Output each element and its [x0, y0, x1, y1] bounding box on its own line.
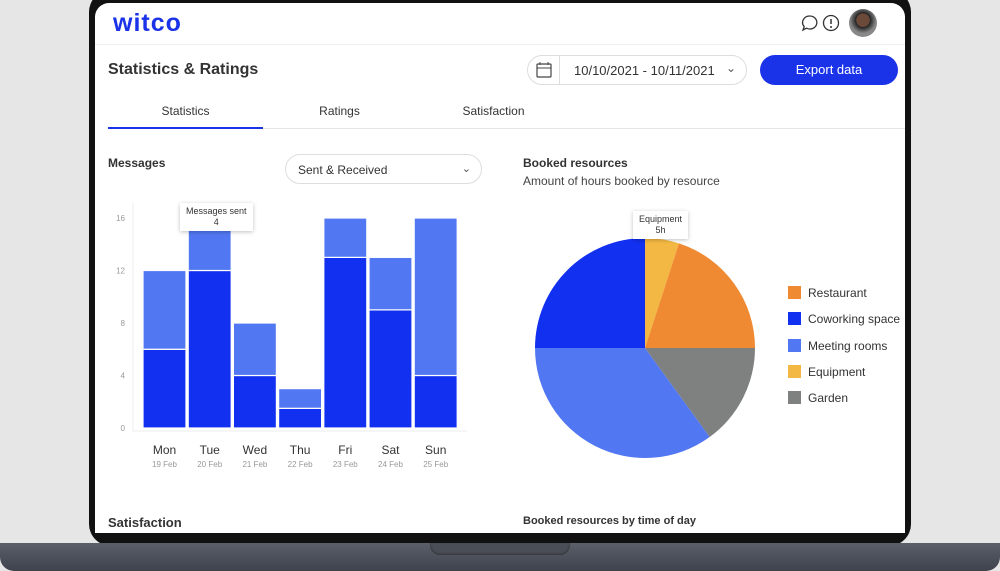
booked-by-time-title: Booked resources by time of day [523, 515, 696, 527]
messages-filter-select[interactable]: Sent & Received ⌄ [285, 154, 482, 184]
app-screen: witco Statistics & Ratings 10/10/2021 - … [95, 3, 905, 533]
export-data-button[interactable]: Export data [760, 55, 898, 85]
legend-swatch [788, 312, 801, 326]
legend-swatch [788, 338, 801, 352]
x-tick-label: Sun [425, 443, 446, 457]
legend-label: Meeting rooms [808, 338, 888, 353]
date-range-picker[interactable]: 10/10/2021 - 10/11/2021 ⌄ [527, 55, 747, 85]
legend-swatch [788, 391, 801, 405]
tooltip-label: Messages sent [186, 206, 247, 216]
tooltip-label: Equipment [639, 214, 683, 224]
x-tick-label: Sat [381, 443, 400, 457]
booked-resources-subtitle: Amount of hours booked by resource [523, 174, 720, 188]
bar-segment[interactable] [232, 322, 277, 377]
y-tick-label: 4 [121, 372, 126, 381]
y-tick-label: 8 [121, 319, 126, 328]
satisfaction-title: Satisfaction [108, 515, 182, 530]
chevron-down-icon: ⌄ [725, 61, 736, 75]
tooltip-value: 5h [655, 225, 666, 235]
messages-title: Messages [108, 156, 166, 170]
x-tick-sublabel: 19 Feb [152, 460, 177, 469]
chevron-down-icon: ⌄ [461, 163, 471, 175]
pie-slice-equipment[interactable] [645, 238, 679, 348]
info-icon[interactable] [822, 14, 840, 32]
bar-segment[interactable] [142, 348, 187, 429]
divider [95, 44, 905, 45]
legend-swatch [788, 286, 801, 299]
booked-resources-title: Booked resources [523, 156, 628, 170]
page-title: Statistics & Ratings [108, 61, 259, 78]
bar-segment[interactable] [368, 309, 413, 429]
tabs-divider [108, 128, 905, 129]
x-tick-sublabel: 21 Feb [242, 460, 267, 469]
bar-segment[interactable] [323, 256, 368, 429]
legend-label: Restaurant [808, 286, 867, 300]
x-tick-label: Mon [153, 443, 176, 457]
bar-segment[interactable] [142, 269, 187, 350]
x-tick-sublabel: 22 Feb [288, 460, 313, 469]
legend-label: Coworking space [808, 312, 901, 327]
bar-tooltip: Messages sent 4 [180, 203, 253, 231]
logo[interactable]: witco [113, 9, 182, 37]
calendar-icon [536, 56, 560, 84]
x-tick-label: Thu [290, 443, 311, 457]
active-tab-indicator [108, 127, 263, 129]
x-tick-label: Tue [200, 443, 221, 457]
messages-filter-value: Sent & Received [298, 163, 388, 177]
bar-segment[interactable] [368, 256, 413, 311]
bar-segment[interactable] [278, 388, 323, 409]
legend-label: Equipment [808, 364, 866, 379]
x-tick-sublabel: 23 Feb [333, 460, 358, 469]
messages-bar-chart: 0 4 8 12 16 Mon 19 Feb Tue 20 Feb Wed 21 Feb Thu 22 … [116, 203, 467, 469]
bar-segment[interactable] [278, 407, 323, 429]
pie-slice-restaurant[interactable] [645, 243, 755, 348]
legend-label: Garden [808, 391, 849, 406]
tooltip-value: 4 [213, 217, 219, 227]
pie-tooltip: Equipment 5h [633, 211, 689, 239]
bar-segment[interactable] [187, 269, 232, 429]
booked-resources-pie-chart [535, 238, 755, 458]
x-tick-sublabel: 20 Feb [197, 460, 222, 469]
tab-ratings[interactable]: Ratings [319, 104, 360, 118]
y-tick-label: 12 [116, 267, 125, 276]
bar-segment[interactable] [413, 217, 458, 377]
bar-segment[interactable] [323, 217, 368, 258]
pie-slice-coworking-space[interactable] [535, 238, 645, 348]
y-tick-label: 16 [116, 214, 125, 223]
tab-satisfaction[interactable]: Satisfaction [462, 104, 525, 118]
pie-slice-meeting-rooms[interactable] [535, 348, 710, 458]
chat-icon[interactable] [801, 14, 819, 32]
x-tick-sublabel: 24 Feb [378, 460, 403, 469]
tab-statistics[interactable]: Statistics [161, 104, 210, 118]
date-range-value: 10/10/2021 - 10/11/2021 [574, 63, 715, 78]
x-tick-sublabel: 25 Feb [423, 460, 448, 469]
bar-segment[interactable] [232, 374, 277, 429]
bar-segment[interactable] [413, 374, 458, 429]
avatar[interactable] [849, 9, 877, 37]
y-tick-label: 0 [121, 424, 126, 433]
legend-swatch [788, 364, 801, 378]
x-tick-label: Wed [243, 443, 267, 457]
laptop-notch [430, 543, 570, 555]
x-tick-label: Fri [338, 443, 352, 457]
pie-slice-garden[interactable] [645, 348, 755, 437]
